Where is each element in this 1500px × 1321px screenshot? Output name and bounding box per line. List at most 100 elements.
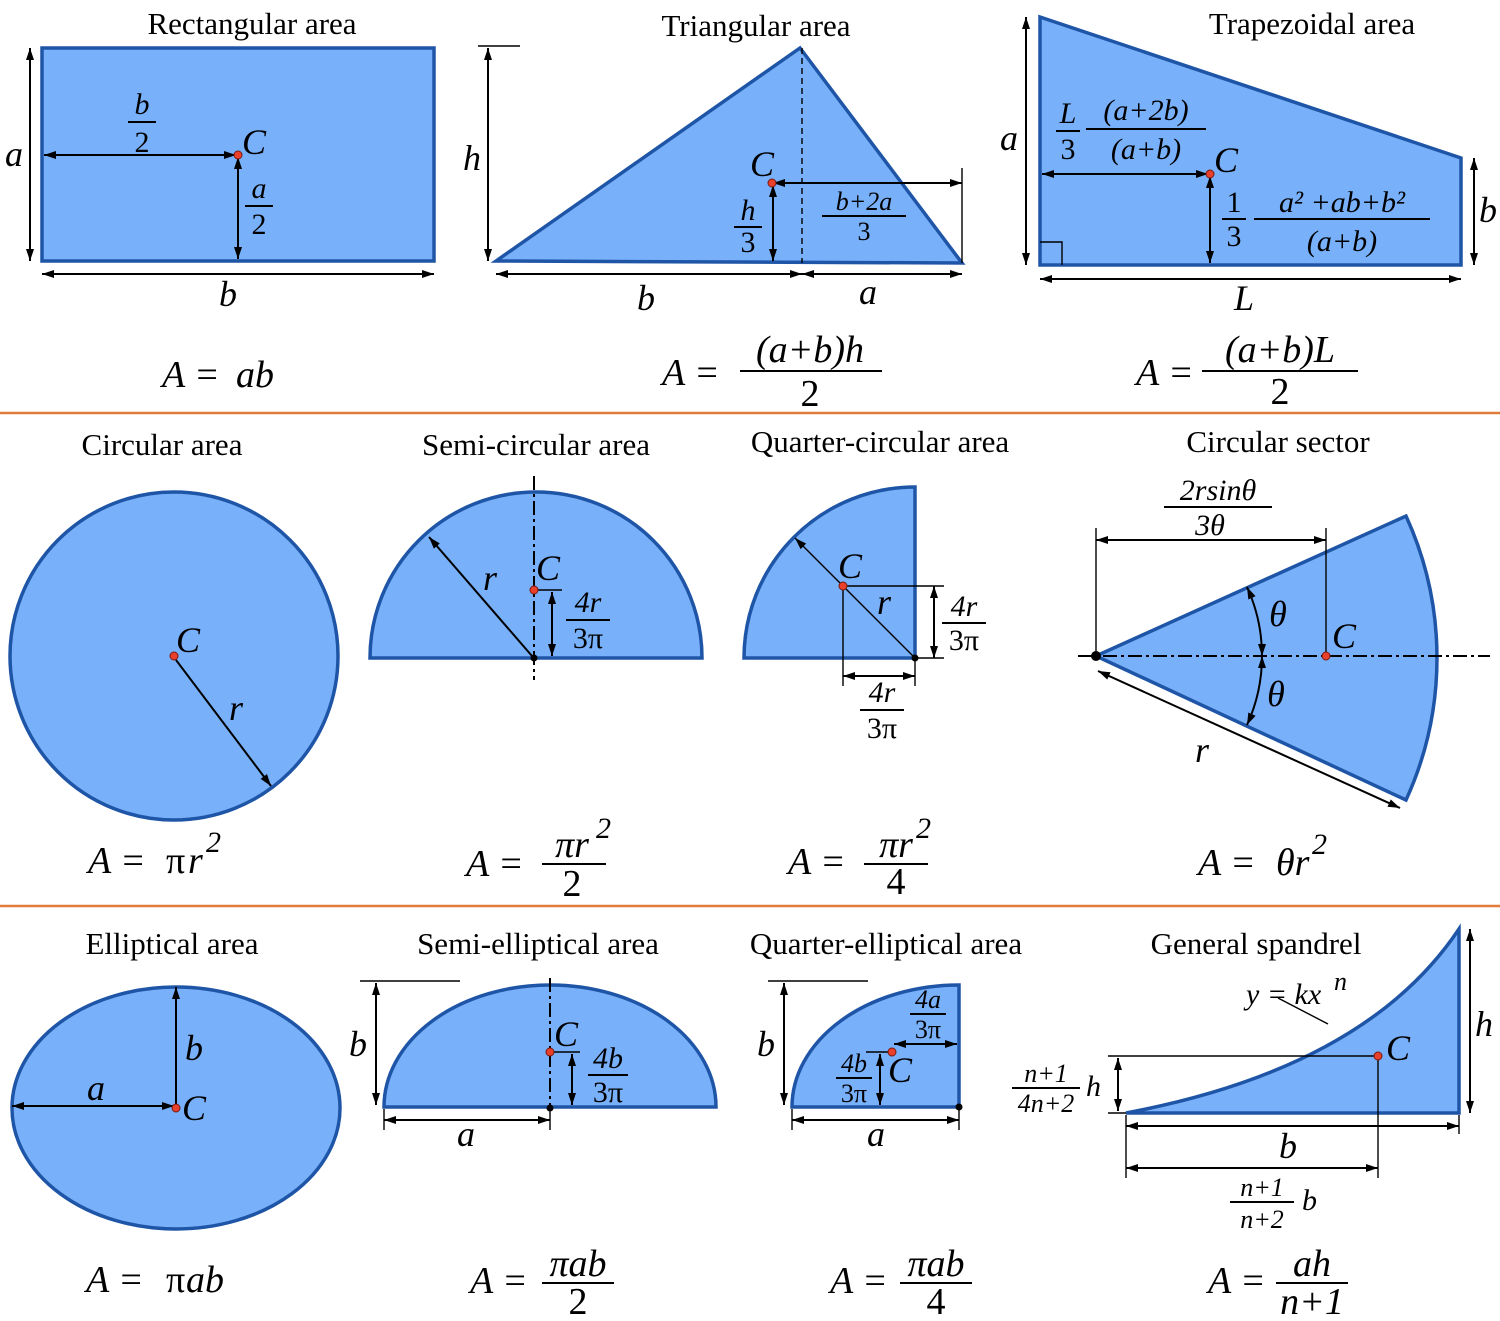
- semicircle-origin: [530, 654, 538, 662]
- trap-frac-one: 1: [1227, 186, 1242, 219]
- sector-angle-top: [1246, 586, 1267, 657]
- semi-elliptical-area-panel: Semi-elliptical area b a 4b 3π C A = πab…: [349, 926, 718, 1321]
- sector-formula-rhs: θr: [1276, 842, 1310, 884]
- circle-title: Circular area: [82, 427, 243, 462]
- semicircle-formula-exp: 2: [596, 812, 611, 845]
- spandrel-label-c: C: [1386, 1028, 1411, 1068]
- quartercircle-formula-lhs: A =: [785, 841, 846, 883]
- spandrel-frac-h-num: n+1: [1024, 1059, 1068, 1088]
- sector-formula-exp: 2: [1312, 828, 1327, 861]
- ellipse-centroid: [171, 1103, 181, 1113]
- circular-area-panel: Circular area r C A = π r 2: [8, 427, 340, 882]
- tri-frac-h-den: 3: [741, 226, 756, 259]
- rect-centroid: [233, 150, 243, 160]
- trap-label-c: C: [1214, 140, 1239, 180]
- circle-formula-exp: 2: [206, 826, 221, 859]
- quarterellipse-formula-num: πab: [907, 1243, 964, 1285]
- semicircle-frac-den: 3π: [573, 622, 603, 655]
- quarterellipse-centroid: [887, 1047, 897, 1057]
- spandrel-formula-den: n+1: [1280, 1281, 1344, 1321]
- trap-formula-lhs: A =: [1133, 352, 1194, 394]
- semicircle-label-r: r: [483, 558, 498, 598]
- sector-centroid: [1321, 651, 1331, 661]
- ellipse-formula-pi: π: [166, 1259, 185, 1301]
- circle-label-r: r: [229, 688, 244, 728]
- trap-formula-den: 2: [1271, 371, 1290, 413]
- circle-formula-r: r: [188, 840, 203, 882]
- circular-sector-panel: Circular sector 2rsinθ 3θ θ θ r C A = θr…: [1078, 424, 1490, 884]
- spandrel-formula-lhs: A =: [1205, 1260, 1266, 1302]
- quarterellipse-frac-b-num: 4b: [841, 1049, 867, 1078]
- tri-shape: [490, 45, 966, 265]
- semiellipse-label-a: a: [457, 1114, 475, 1154]
- sector-label-c: C: [1332, 616, 1357, 656]
- circle-label-c: C: [176, 620, 201, 660]
- quarterellipse-frac-b-den: 3π: [841, 1079, 867, 1108]
- spandrel-label-h: h: [1475, 1004, 1493, 1044]
- semicircle-title: Semi-circular area: [422, 427, 650, 462]
- quartercircle-origin: [911, 654, 919, 662]
- sector-shape: [1091, 513, 1439, 803]
- quartercircle-centroid: [838, 581, 848, 591]
- circle-formula-pi: π: [166, 840, 185, 882]
- spandrel-curve-label: y = kx: [1243, 978, 1322, 1011]
- elliptical-area-panel: Elliptical area a b C A = π ab: [10, 926, 342, 1301]
- spandrel-curve-leader: [1277, 997, 1329, 1025]
- quartercircle-formula-num: πr: [879, 824, 913, 866]
- quarterellipse-formula-lhs: A =: [827, 1260, 888, 1302]
- spandrel-frac-h-sym: h: [1086, 1070, 1101, 1103]
- sector-origin: [1091, 651, 1101, 661]
- quartercircle-frac-x-num: 4r: [869, 676, 896, 709]
- spandrel-formula-num: ah: [1293, 1243, 1331, 1285]
- triangular-area-panel: Triangular area h b a h 3 b+2a 3 C A = (…: [463, 8, 966, 415]
- semiellipse-centroid: [545, 1047, 555, 1057]
- quarter-circular-area-panel: Quarter-circular area r 4r 3π 4r 3π C A …: [742, 424, 1010, 903]
- trap-frac-a2b-num: (a+2b): [1103, 94, 1188, 127]
- quarterellipse-title: Quarter-elliptical area: [750, 926, 1022, 961]
- ellipse-label-c: C: [182, 1088, 207, 1128]
- quartercircle-frac-x-den: 3π: [867, 712, 897, 745]
- semicircle-centroid: [529, 585, 539, 595]
- quarterellipse-origin: [955, 1103, 963, 1111]
- trap-centroid: [1205, 169, 1215, 179]
- semicircle-formula-lhs: A =: [463, 843, 524, 885]
- quarterellipse-label-a: a: [867, 1114, 885, 1154]
- rect-frac-b-num: b: [135, 88, 150, 121]
- spandrel-frac-b-den: n+2: [1240, 1205, 1284, 1234]
- semiellipse-formula-den: 2: [569, 1281, 588, 1321]
- trap-title: Trapezoidal area: [1209, 6, 1416, 41]
- rect-formula-lhs: A =: [159, 354, 220, 396]
- trap-label-a: a: [1000, 118, 1018, 158]
- quarterellipse-label-b: b: [757, 1024, 775, 1064]
- rect-label-c: C: [242, 122, 267, 162]
- trap-label-b: b: [1479, 190, 1497, 230]
- quarterellipse-label-c: C: [888, 1050, 913, 1090]
- quartercircle-frac-y-num: 4r: [951, 590, 978, 623]
- semiellipse-label-c: C: [554, 1014, 579, 1054]
- quartercircle-title: Quarter-circular area: [751, 424, 1010, 459]
- semicircle-formula-num: πr: [555, 824, 589, 866]
- tri-formula-lhs: A =: [659, 352, 720, 394]
- semicircle-frac-num: 4r: [575, 586, 602, 619]
- rect-title: Rectangular area: [147, 6, 356, 41]
- semiellipse-frac-den: 3π: [593, 1076, 623, 1109]
- ellipse-label-b: b: [185, 1028, 203, 1068]
- semiellipse-formula-lhs: A =: [467, 1260, 528, 1302]
- tri-centroid: [767, 178, 777, 188]
- quartercircle-radius: [794, 537, 914, 657]
- circle-centroid: [169, 651, 179, 661]
- quarterellipse-formula-den: 4: [927, 1281, 946, 1321]
- quartercircle-formula-exp: 2: [916, 812, 931, 845]
- tri-label-b: b: [637, 278, 655, 318]
- semiellipse-frac-num: 4b: [593, 1042, 623, 1075]
- quartercircle-label-c: C: [838, 546, 863, 586]
- rect-label-b: b: [219, 274, 237, 314]
- tri-label-c: C: [750, 144, 775, 184]
- semiellipse-formula-num: πab: [549, 1243, 606, 1285]
- sector-label-r: r: [1195, 730, 1210, 770]
- rect-formula-rhs: ab: [236, 354, 274, 396]
- tri-frac-h-num: h: [741, 194, 756, 227]
- sector-label-theta-top: θ: [1269, 594, 1287, 634]
- spandrel-shape: [1125, 923, 1461, 1115]
